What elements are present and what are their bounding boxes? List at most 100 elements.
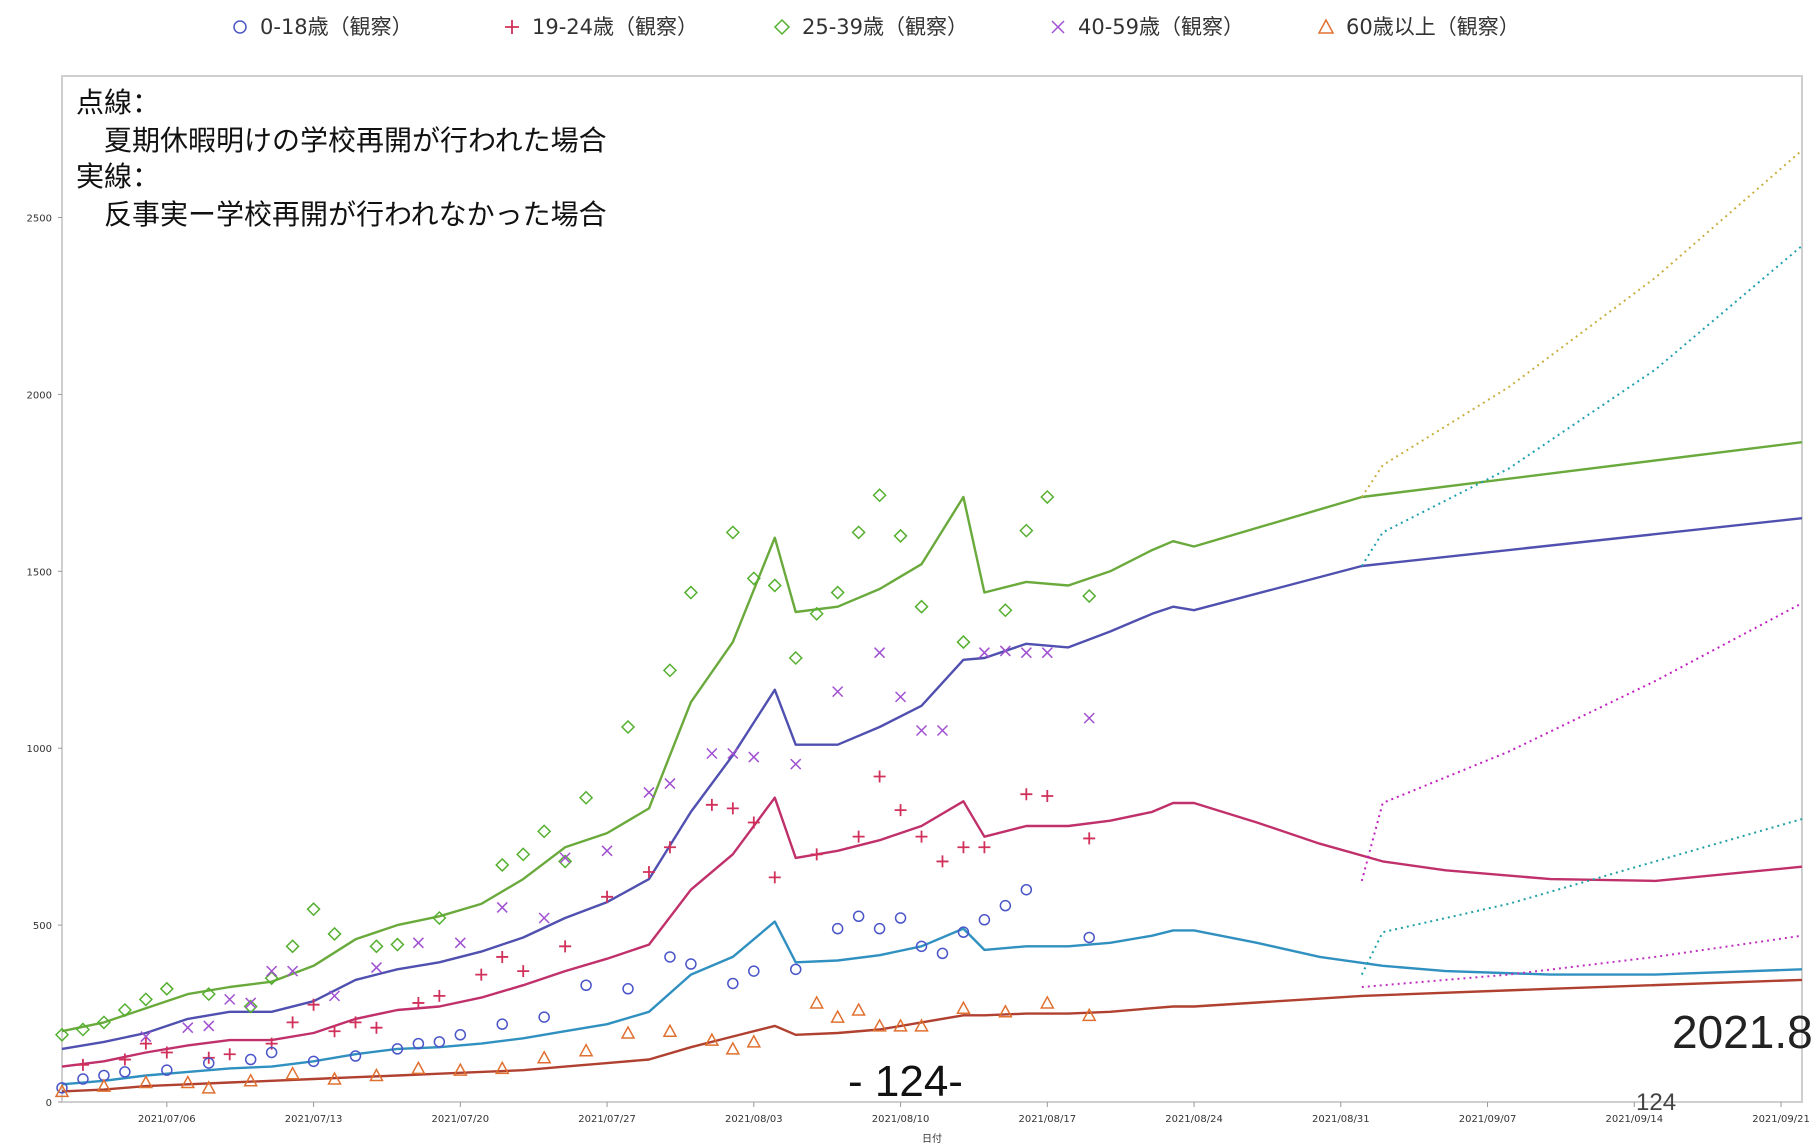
data-point-triangle xyxy=(956,1000,971,1014)
data-point-cross xyxy=(936,724,949,737)
data-point-triangle xyxy=(998,1004,1013,1018)
annotation-line-4: 反事実ー学校再開が行われなかった場合 xyxy=(76,198,607,231)
data-point-cross xyxy=(224,993,236,1005)
x-axis: 2021/07/06 2021/07/13 2021/07/20 2021/07/27… xyxy=(138,1102,1810,1145)
data-point-diamond xyxy=(96,1015,111,1030)
series-line-dotted xyxy=(1360,149,1803,498)
data-point-triangle xyxy=(201,1080,217,1094)
data-point-triangle xyxy=(809,995,824,1009)
data-point-diamond xyxy=(159,981,174,996)
data-point-triangle xyxy=(536,1050,552,1064)
data-point-plus xyxy=(412,996,425,1009)
slide-page-number: - 124- xyxy=(848,1057,963,1106)
data-point-circle xyxy=(957,926,970,938)
legend-marker-cross xyxy=(1051,20,1065,34)
data-point-cross xyxy=(643,786,655,798)
data-point-circle xyxy=(894,912,907,924)
data-point-plus xyxy=(810,848,823,861)
data-point-plus xyxy=(1083,832,1096,845)
data-point-cross xyxy=(832,686,844,698)
legend-marker-triangle xyxy=(1317,18,1335,34)
data-point-cross xyxy=(266,965,278,977)
data-point-diamond xyxy=(1019,523,1034,538)
series-line-solid xyxy=(61,517,1803,1051)
data-point-triangle xyxy=(746,1034,762,1048)
data-point-plus xyxy=(1041,789,1054,802)
y-tick-label: 2500 xyxy=(27,214,52,225)
data-point-circle xyxy=(391,1043,404,1055)
legend-label: 60歳以上（観察） xyxy=(1346,15,1520,39)
data-point-diamond xyxy=(243,999,258,1014)
data-point-circle xyxy=(978,914,991,926)
data-point-plus xyxy=(139,1037,152,1050)
data-point-diamond xyxy=(662,663,678,678)
data-point-cross xyxy=(559,852,571,864)
data-point-circle xyxy=(664,951,676,963)
data-point-triangle xyxy=(578,1043,594,1057)
series-line-dotted xyxy=(1360,245,1803,567)
data-point-cross xyxy=(454,937,466,949)
x-tick-label: 2021/09/07 xyxy=(1459,1114,1517,1125)
data-point-circle xyxy=(77,1073,89,1085)
data-point-plus xyxy=(957,841,970,854)
x-tick-label: 2021/08/24 xyxy=(1165,1114,1223,1125)
data-point-cross xyxy=(706,747,718,760)
page-number-small: 124 xyxy=(1636,1089,1676,1116)
data-point-cross xyxy=(1041,647,1053,659)
data-point-circle xyxy=(244,1053,257,1066)
data-point-diamond xyxy=(998,603,1013,618)
series-line-solid xyxy=(61,978,1803,1093)
data-point-plus xyxy=(978,841,991,854)
data-point-plus xyxy=(328,1025,341,1038)
data-point-diamond xyxy=(327,926,342,942)
data-point-plus xyxy=(349,1016,362,1029)
data-point-plus xyxy=(915,830,928,843)
data-point-diamond xyxy=(285,939,300,954)
data-point-triangle xyxy=(96,1078,112,1092)
data-point-cross xyxy=(915,724,928,737)
x-tick-label: 2021/09/21 xyxy=(1752,1114,1810,1125)
data-point-circle xyxy=(936,947,949,960)
data-point-cross xyxy=(287,965,299,977)
legend-marker-circle xyxy=(233,20,247,34)
data-point-diamond xyxy=(54,1027,70,1042)
data-point-diamond xyxy=(809,606,824,621)
annotation-line-3: 実線： xyxy=(76,160,160,193)
data-point-plus xyxy=(286,1016,299,1029)
data-point-diamond xyxy=(872,488,887,503)
data-point-circle xyxy=(119,1066,131,1078)
data-point-diamond xyxy=(893,528,908,543)
data-point-triangle xyxy=(138,1074,154,1089)
data-point-triangle xyxy=(851,1002,866,1016)
data-point-diamond xyxy=(956,635,971,650)
data-point-triangle xyxy=(662,1023,678,1037)
legend-label: 0-18歳（観察） xyxy=(260,15,413,39)
data-point-diamond xyxy=(306,902,321,917)
x-tick-label: 2021/08/17 xyxy=(1018,1114,1076,1125)
observed-markers xyxy=(54,488,1097,1098)
data-point-cross xyxy=(999,645,1011,657)
data-point-cross xyxy=(203,1020,215,1032)
data-point-diamond xyxy=(516,847,531,862)
data-point-circle xyxy=(1020,883,1033,896)
data-point-cross xyxy=(1083,712,1095,724)
data-point-plus xyxy=(768,871,781,884)
series-line-dotted xyxy=(1360,818,1803,976)
data-point-circle xyxy=(915,940,928,953)
data-point-diamond xyxy=(558,854,573,869)
data-point-triangle xyxy=(725,1041,741,1055)
data-point-diamond xyxy=(390,937,405,952)
data-point-diamond xyxy=(767,578,782,593)
data-point-circle xyxy=(433,1036,446,1048)
data-point-triangle xyxy=(1081,1007,1097,1022)
x-tick-label: 2021/07/20 xyxy=(431,1114,489,1125)
data-point-diamond xyxy=(138,992,153,1007)
data-point-plus xyxy=(76,1058,89,1071)
data-point-diamond xyxy=(537,824,552,839)
data-point-triangle xyxy=(453,1062,468,1076)
y-tick-label: 500 xyxy=(33,921,52,932)
data-point-triangle xyxy=(872,1018,887,1032)
annotation-line-1: 点線： xyxy=(76,86,160,119)
data-point-plus xyxy=(1020,788,1033,801)
data-point-plus xyxy=(747,816,760,829)
